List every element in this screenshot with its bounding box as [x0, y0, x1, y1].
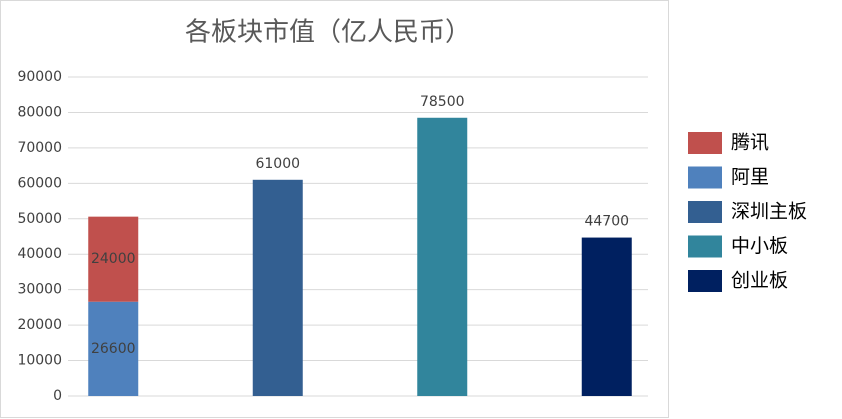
legend-swatch — [688, 270, 722, 292]
bar-segment — [581, 237, 632, 396]
data-label: 78500 — [420, 94, 465, 110]
y-tick-label: 30000 — [17, 282, 62, 298]
y-tick-label: 10000 — [17, 353, 62, 369]
y-tick-label: 50000 — [17, 211, 62, 227]
chart-title: 各板块市值（亿人民币） — [185, 18, 471, 48]
legend-label: 创业板 — [731, 270, 788, 292]
bar-segment — [252, 179, 303, 396]
legend-swatch — [688, 201, 722, 223]
y-tick-label: 0 — [53, 388, 62, 404]
data-label: 44700 — [584, 214, 629, 230]
bar-segment — [417, 117, 468, 396]
bar-segment — [88, 216, 139, 302]
y-tick-label: 40000 — [17, 246, 62, 262]
y-tick-label: 20000 — [17, 317, 62, 333]
data-label: 61000 — [255, 156, 300, 172]
legend-label: 腾讯 — [731, 132, 769, 154]
y-tick-label: 70000 — [17, 140, 62, 156]
legend-label: 阿里 — [731, 166, 769, 188]
data-label: 24000 — [91, 251, 136, 267]
bar-segment — [88, 301, 139, 396]
legend-label: 深圳主板 — [731, 201, 807, 223]
y-tick-label: 60000 — [17, 175, 62, 191]
y-tick-label: 80000 — [17, 104, 62, 120]
legend-label: 中小板 — [731, 235, 788, 257]
legend-swatch — [688, 132, 722, 154]
data-label: 26600 — [91, 341, 136, 357]
y-tick-label: 90000 — [17, 69, 62, 85]
legend-swatch — [688, 166, 722, 189]
legend-swatch — [688, 235, 722, 258]
